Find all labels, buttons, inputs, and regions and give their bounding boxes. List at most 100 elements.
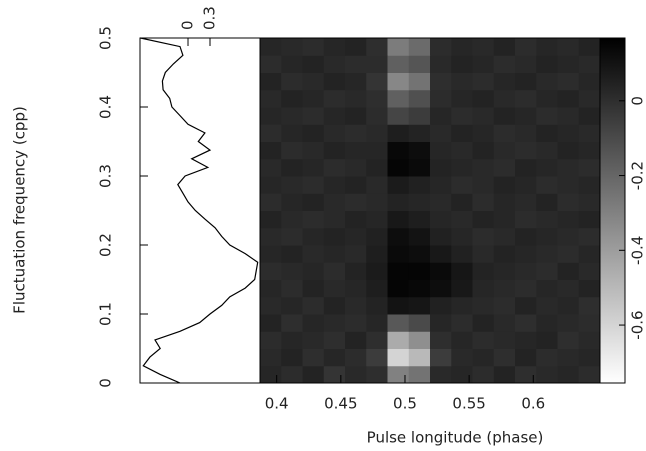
heatmap-cell (557, 279, 580, 298)
heatmap-cell (451, 38, 473, 56)
heatmap-cell (408, 365, 431, 384)
heatmap-cell (430, 227, 452, 246)
heatmap-cell (302, 158, 325, 177)
x-axis-label: Pulse longitude (phase) (367, 429, 544, 447)
heatmap-cell (345, 245, 367, 263)
heatmap-cell (557, 141, 580, 160)
heatmap-cell (366, 124, 388, 142)
heatmap-cell (260, 279, 282, 298)
heatmap-cell (345, 141, 367, 160)
heatmap-cell (493, 245, 516, 263)
heatmap-cell (408, 193, 431, 211)
heatmap-cell (281, 210, 303, 229)
heatmap-cell (260, 141, 282, 160)
heatmap-cell (536, 38, 558, 56)
heatmap-cell (281, 296, 303, 315)
heatmap-cell (281, 107, 303, 125)
heatmap-cell (387, 124, 410, 142)
heatmap-cell (345, 38, 367, 56)
heatmap-cell (387, 38, 410, 56)
heatmap-cell (536, 314, 558, 332)
heatmap-cell (408, 158, 431, 177)
heatmap-cell (536, 89, 558, 108)
heatmap-cell (260, 296, 282, 315)
heatmap-cell (408, 141, 431, 160)
heatmap-cell (430, 210, 452, 229)
heatmap-cell (430, 193, 452, 211)
heatmap-cell (578, 158, 601, 177)
heatmap-cell (515, 176, 537, 194)
heatmap-cell (366, 296, 388, 315)
profile-frame (139, 37, 261, 384)
heatmap-cell (430, 279, 452, 298)
heatmap-cell (578, 365, 601, 384)
heatmap-cell (515, 193, 537, 211)
heatmap-cell (578, 227, 601, 246)
heatmap-cell (323, 38, 346, 56)
heatmap-cell (557, 55, 580, 73)
heatmap-cell (430, 296, 452, 315)
heatmap-cell (366, 89, 388, 108)
y-tick-label: 0.4 (97, 95, 115, 119)
heatmap-cell (536, 124, 558, 142)
heatmap-cell (323, 107, 346, 125)
heatmap-cell (430, 176, 452, 194)
heatmap-cell (536, 176, 558, 194)
heatmap-cell (408, 262, 431, 280)
heatmap-cell (345, 279, 367, 298)
heatmap-cell (493, 72, 516, 91)
heatmap-cell (472, 227, 495, 246)
heatmap-cell (451, 331, 473, 349)
heatmap-cell (323, 124, 346, 142)
heatmap-cell (260, 72, 282, 91)
heatmap-cell (345, 55, 367, 73)
heatmap-cell (472, 107, 495, 125)
heatmap-cell (387, 279, 410, 298)
heatmap-cell (366, 262, 388, 280)
heatmap-cell (536, 245, 558, 263)
profile-tick-label: 0.3 (201, 6, 219, 30)
heatmap-cell (557, 72, 580, 91)
heatmap-cell (515, 296, 537, 315)
heatmap-cell (408, 55, 431, 73)
heatmap-cell (281, 72, 303, 91)
y-tick-label: 0.2 (97, 233, 115, 257)
heatmap-cell (557, 262, 580, 280)
heatmap-cell (451, 210, 473, 229)
heatmap-cell (366, 193, 388, 211)
heatmap-cell (515, 55, 537, 73)
heatmap-cell (323, 141, 346, 160)
heatmap-cell (366, 227, 388, 246)
heatmap-cell (281, 124, 303, 142)
heatmap-cell (578, 245, 601, 263)
heatmap-cell (578, 331, 601, 349)
heatmap-cell (260, 176, 282, 194)
colorbar (600, 38, 625, 383)
heatmap-cell (302, 314, 325, 332)
heatmap-cell (472, 176, 495, 194)
heatmap-cell (472, 124, 495, 142)
heatmap-cell (366, 158, 388, 177)
heatmap-cell (472, 89, 495, 108)
heatmap-cell (472, 158, 495, 177)
heatmap-cell (430, 89, 452, 108)
heatmap-cell (430, 331, 452, 349)
heatmap-cell (430, 55, 452, 73)
heatmap-cell (578, 262, 601, 280)
heatmap-cell (323, 210, 346, 229)
heatmap-cell (557, 158, 580, 177)
heatmap-cell (408, 314, 431, 332)
heatmap-cell (451, 245, 473, 263)
heatmap-cell (472, 55, 495, 73)
heatmap-cell (387, 365, 410, 384)
heatmap-cell (408, 279, 431, 298)
heatmap-cell (302, 107, 325, 125)
heatmap-cell (302, 176, 325, 194)
heatmap-cell (345, 227, 367, 246)
heatmap-cell (323, 296, 346, 315)
heatmap-cell (387, 331, 410, 349)
heatmap-cell (387, 55, 410, 73)
heatmap-cell (430, 141, 452, 160)
heatmap-cell (557, 348, 580, 367)
heatmap-cell (323, 176, 346, 194)
